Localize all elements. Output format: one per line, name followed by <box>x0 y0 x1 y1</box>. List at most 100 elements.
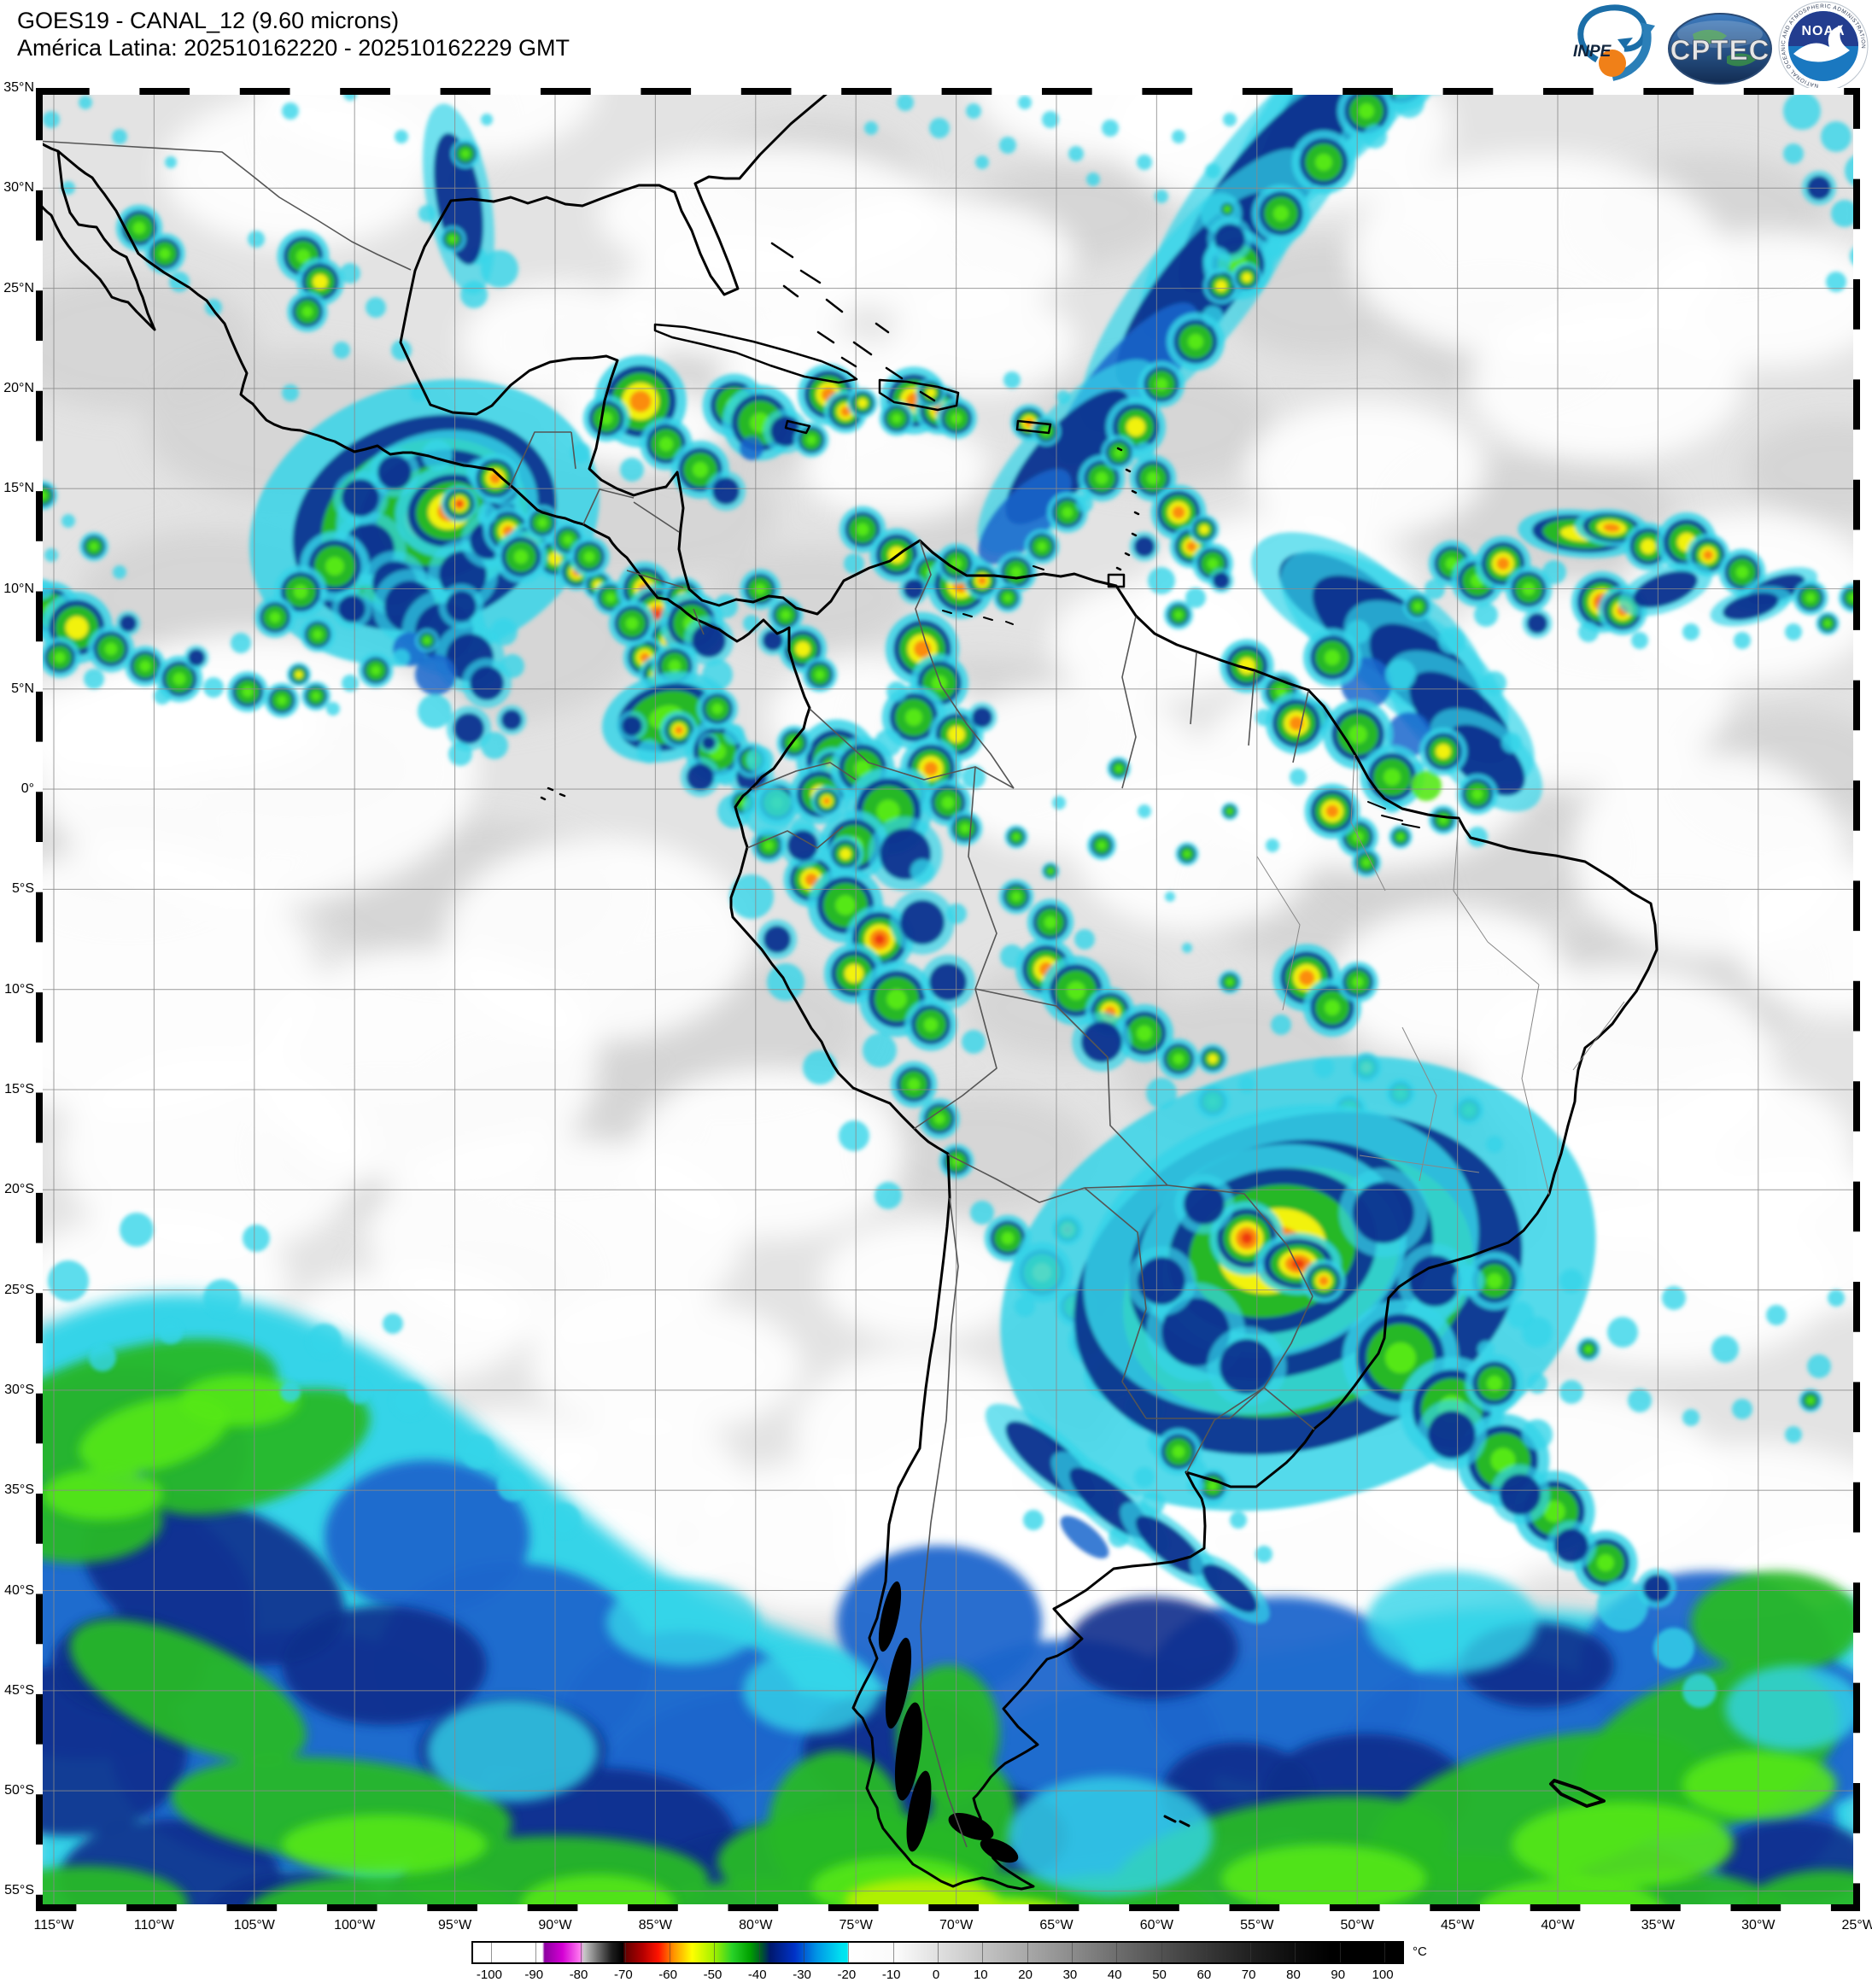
colorbar-tick-label: 40 <box>1107 1968 1122 1982</box>
coastline-bahamas <box>770 242 936 402</box>
lon-label: 55°W <box>1240 1918 1274 1932</box>
lat-label: 35°S <box>4 1482 34 1498</box>
temperature-colorbar <box>471 1941 1404 1964</box>
colorbar-tick <box>580 1943 582 1962</box>
colorbar-tick-label: 100 <box>1372 1968 1394 1982</box>
colorbar-tick-label: 10 <box>973 1968 988 1982</box>
lat-label: 25°N <box>3 280 34 295</box>
lat-label: 10°N <box>3 581 34 596</box>
coastline-cuba <box>653 323 858 384</box>
coastline-galapagos <box>540 786 566 801</box>
colorbar-tick-label: 50 <box>1152 1968 1167 1982</box>
colorbar-tick <box>1250 1943 1252 1962</box>
inpe-orange-ball-icon <box>1599 50 1626 77</box>
colorbar-tick-label: -60 <box>658 1968 677 1982</box>
colorbar-tick-label: 30 <box>1062 1968 1078 1982</box>
colorbar-tick <box>938 1943 939 1962</box>
lat-label: 35°N <box>3 80 34 95</box>
lat-label: 30°S <box>4 1382 34 1397</box>
lat-label: 5°S <box>12 881 34 897</box>
lat-label: 45°S <box>4 1682 34 1698</box>
cptec-land2-icon <box>1727 53 1756 67</box>
coastline-hispaniola <box>878 378 960 412</box>
inpe-swoosh-arrow-icon <box>1640 22 1655 38</box>
satellite-map <box>36 88 1860 1911</box>
colorbar-tick <box>1161 1943 1162 1962</box>
country-borders <box>36 140 1315 1848</box>
colorbar-unit: °C <box>1413 1944 1427 1959</box>
colorbar-tick-label: -70 <box>614 1968 633 1982</box>
lon-label: 50°W <box>1340 1918 1374 1932</box>
colorbar-tick <box>1384 1943 1386 1962</box>
lat-label: 0° <box>20 781 34 797</box>
state-borders <box>1256 754 1625 1196</box>
colorbar-tick-label: -80 <box>569 1968 588 1982</box>
cptec-land-icon <box>1693 29 1727 44</box>
lat-label: 55°S <box>4 1883 34 1898</box>
coastline-puerto-rico <box>1015 419 1052 435</box>
colorbar-tick <box>1071 1943 1073 1962</box>
coastline-antilles-arc <box>1115 447 1140 571</box>
lon-label: 90°W <box>538 1918 572 1932</box>
lon-label: 110°W <box>133 1918 174 1932</box>
colorbar-tick <box>714 1943 716 1962</box>
lat-label: 40°S <box>4 1582 34 1598</box>
lat-label: 25°S <box>4 1282 34 1297</box>
lon-label: 40°W <box>1541 1918 1575 1932</box>
inpe-orbit-arrow-icon <box>1618 38 1633 49</box>
lat-label: 5°N <box>11 681 34 696</box>
colorbar-tick <box>758 1943 760 1962</box>
cptec-logo: CPTEC <box>1667 12 1773 85</box>
colorbar-tick-label: -50 <box>703 1968 722 1982</box>
colorbar-tick-label: 80 <box>1286 1968 1301 1982</box>
lon-label: 65°W <box>1039 1918 1073 1932</box>
lat-label: 20°N <box>3 380 34 395</box>
coastline-falklands <box>1163 1815 1190 1827</box>
colorbar-tick-label: 70 <box>1241 1968 1256 1982</box>
colorbar-tick <box>490 1943 492 1962</box>
convective-cells <box>36 88 1860 1708</box>
lon-label: 75°W <box>839 1918 873 1932</box>
inpe-logo: INPE <box>1568 0 1664 84</box>
coastline-trinidad <box>1107 573 1126 588</box>
colorbar-tick <box>1339 1943 1341 1962</box>
title-block: GOES19 - CANAL_12 (9.60 microns) América… <box>17 7 570 61</box>
cloud-layer-cyan-highlight <box>427 1571 1860 1896</box>
lon-label: 85°W <box>638 1918 673 1932</box>
colorbar-tick <box>848 1943 850 1962</box>
chile-fjords <box>878 1581 1019 1863</box>
coastline-south-georgia <box>1549 1779 1606 1808</box>
lat-label: 15°N <box>3 481 34 496</box>
colorbar-tick-label: -20 <box>837 1968 857 1982</box>
lat-label: 50°S <box>4 1783 34 1798</box>
coastline-jamaica <box>784 419 811 435</box>
colorbar-tick <box>624 1943 626 1962</box>
lon-label: 45°W <box>1440 1918 1475 1932</box>
noaa-logo: NATIONAL OCEANIC AND ATMOSPHERIC ADMINIS… <box>1778 1 1869 91</box>
colorbar-tick-label: 0 <box>932 1968 940 1982</box>
colorbar-tick-label: 20 <box>1018 1968 1033 1982</box>
colorbar-tick-label: -10 <box>881 1968 901 1982</box>
lon-label: 105°W <box>233 1918 275 1932</box>
coastline-venezuela-islands <box>942 565 1044 625</box>
colorbar-tick <box>1295 1943 1296 1962</box>
colorbar-tick <box>982 1943 984 1962</box>
lon-label: 30°W <box>1741 1918 1775 1932</box>
lon-label: 80°W <box>739 1918 773 1932</box>
noaa-label: NOAA <box>1801 24 1845 38</box>
colorbar-tick-label: -30 <box>793 1968 811 1982</box>
lon-label: 95°W <box>437 1918 472 1932</box>
lon-label: 115°W <box>33 1918 74 1932</box>
colorbar-tick <box>1205 1943 1207 1962</box>
noaa-sky-icon <box>1788 11 1858 46</box>
cptec-gloss-icon <box>1677 20 1763 48</box>
colorbar-tick-label: 60 <box>1196 1968 1212 1982</box>
lon-label: 70°W <box>939 1918 974 1932</box>
lat-label: 10°S <box>4 981 34 997</box>
colorbar-tick-label: -90 <box>524 1968 544 1982</box>
coastline-americas <box>36 88 1658 1891</box>
satellite-map-canvas <box>36 88 1860 1911</box>
cptec-label: CPTEC <box>1670 34 1770 66</box>
colorbar-tick <box>892 1943 894 1962</box>
